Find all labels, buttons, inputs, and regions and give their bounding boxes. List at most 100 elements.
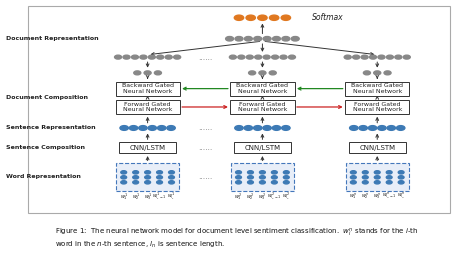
Circle shape: [157, 126, 166, 130]
Circle shape: [280, 55, 287, 59]
Circle shape: [398, 181, 404, 184]
FancyBboxPatch shape: [119, 142, 176, 153]
Circle shape: [129, 126, 138, 130]
Circle shape: [235, 36, 243, 41]
Circle shape: [374, 71, 381, 75]
FancyBboxPatch shape: [116, 100, 180, 114]
Circle shape: [156, 171, 163, 174]
Circle shape: [246, 55, 253, 59]
Circle shape: [386, 171, 392, 174]
Circle shape: [350, 171, 356, 174]
Text: Forward Gated
Neural Network: Forward Gated Neural Network: [353, 101, 402, 112]
Circle shape: [378, 55, 385, 59]
Circle shape: [370, 55, 376, 59]
Text: $w_1^n$: $w_1^n$: [349, 191, 357, 201]
Circle shape: [291, 36, 299, 41]
Circle shape: [259, 176, 265, 179]
Circle shape: [226, 36, 234, 41]
Circle shape: [131, 55, 138, 59]
Circle shape: [350, 176, 356, 179]
Circle shape: [123, 55, 130, 59]
Circle shape: [363, 176, 368, 179]
Circle shape: [398, 171, 404, 174]
Text: Word Representation: Word Representation: [6, 174, 81, 179]
Circle shape: [283, 181, 289, 184]
Text: Forward Gated
Neural Network: Forward Gated Neural Network: [238, 101, 287, 112]
Circle shape: [169, 181, 174, 184]
Circle shape: [272, 126, 281, 130]
Circle shape: [148, 126, 156, 130]
Circle shape: [238, 55, 245, 59]
Circle shape: [259, 171, 265, 174]
Circle shape: [156, 176, 163, 179]
Text: Backward Gated
Neural Network: Backward Gated Neural Network: [122, 83, 173, 94]
FancyBboxPatch shape: [231, 163, 294, 191]
Circle shape: [235, 126, 243, 130]
Circle shape: [245, 36, 252, 41]
Circle shape: [157, 55, 164, 59]
Circle shape: [259, 71, 266, 75]
Circle shape: [254, 36, 262, 41]
FancyBboxPatch shape: [116, 163, 179, 191]
Circle shape: [350, 126, 358, 130]
Circle shape: [167, 126, 175, 130]
Circle shape: [145, 176, 151, 179]
Text: Document Representation: Document Representation: [6, 36, 98, 41]
Circle shape: [156, 181, 163, 184]
Circle shape: [378, 126, 386, 130]
Text: ......: ......: [198, 123, 212, 132]
Circle shape: [229, 55, 237, 59]
Circle shape: [169, 171, 174, 174]
Circle shape: [374, 171, 380, 174]
Text: $w_3^2$: $w_3^2$: [258, 191, 266, 202]
Circle shape: [363, 181, 368, 184]
Circle shape: [386, 181, 392, 184]
Circle shape: [165, 55, 172, 59]
Text: Sentence Composition: Sentence Composition: [6, 145, 85, 150]
Circle shape: [386, 176, 392, 179]
Text: $w_2^1$: $w_2^1$: [132, 191, 140, 202]
Text: CNN/LSTM: CNN/LSTM: [245, 145, 281, 151]
Circle shape: [236, 171, 241, 174]
Circle shape: [263, 36, 271, 41]
Circle shape: [115, 55, 122, 59]
FancyBboxPatch shape: [116, 82, 180, 96]
Circle shape: [272, 171, 277, 174]
Circle shape: [387, 126, 395, 130]
Circle shape: [374, 181, 380, 184]
Circle shape: [263, 55, 270, 59]
Circle shape: [248, 71, 255, 75]
Text: ......: ......: [198, 143, 212, 152]
Circle shape: [403, 55, 410, 59]
Circle shape: [272, 176, 277, 179]
Circle shape: [247, 181, 254, 184]
Circle shape: [395, 55, 402, 59]
Circle shape: [133, 176, 138, 179]
Circle shape: [263, 126, 271, 130]
Text: Backward Gated
Neural Network: Backward Gated Neural Network: [237, 83, 288, 94]
Circle shape: [259, 181, 265, 184]
Text: $w_{l_1}^1$: $w_{l_1}^1$: [167, 191, 175, 202]
Circle shape: [283, 171, 289, 174]
Circle shape: [145, 171, 151, 174]
FancyBboxPatch shape: [346, 163, 409, 191]
Text: $w_{l_2}^2$: $w_{l_2}^2$: [282, 191, 291, 202]
FancyBboxPatch shape: [345, 100, 410, 114]
Circle shape: [247, 176, 254, 179]
Circle shape: [344, 55, 351, 59]
FancyBboxPatch shape: [345, 82, 410, 96]
Circle shape: [144, 71, 151, 75]
Circle shape: [247, 171, 254, 174]
Circle shape: [145, 181, 151, 184]
Circle shape: [133, 181, 138, 184]
Circle shape: [236, 181, 241, 184]
Text: ......: ......: [198, 52, 212, 62]
Text: $w_1^1$: $w_1^1$: [119, 191, 128, 202]
Circle shape: [281, 15, 291, 20]
Circle shape: [121, 176, 127, 179]
Circle shape: [384, 71, 391, 75]
Text: $w_3^n$: $w_3^n$: [373, 191, 381, 201]
Circle shape: [374, 176, 380, 179]
Text: $w_2^2$: $w_2^2$: [246, 191, 255, 202]
Circle shape: [363, 171, 368, 174]
